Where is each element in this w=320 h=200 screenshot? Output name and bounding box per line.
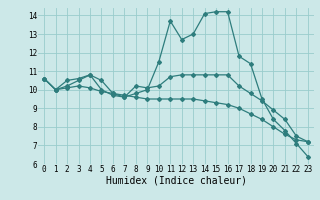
X-axis label: Humidex (Indice chaleur): Humidex (Indice chaleur) bbox=[106, 176, 246, 186]
